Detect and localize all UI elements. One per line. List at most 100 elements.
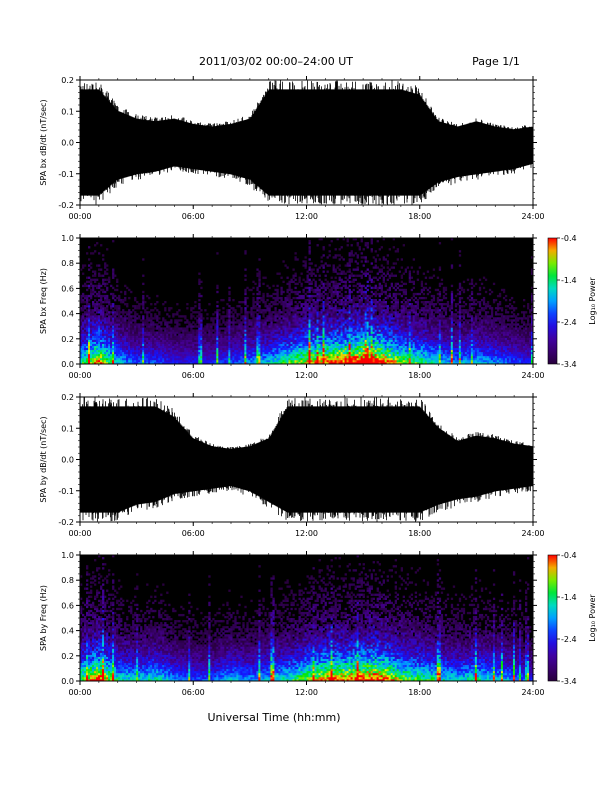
spectrogram-cell — [106, 336, 108, 338]
spectrogram-cell — [355, 350, 357, 352]
spectrogram-cell — [156, 331, 158, 333]
spectrogram-cell — [210, 358, 212, 360]
spectrogram-cell — [309, 334, 311, 336]
spectrogram-cell — [339, 299, 341, 301]
spectrogram-cell — [379, 268, 381, 270]
spectrogram-cell — [162, 336, 164, 338]
spectrogram-cell — [371, 248, 373, 250]
spectrogram-cell — [327, 317, 329, 319]
spectrogram-cell — [359, 291, 361, 293]
spectrogram-cell — [349, 254, 351, 256]
spectrogram-cell — [343, 315, 345, 317]
spectrogram-cell — [309, 331, 311, 333]
spectrogram-cell — [383, 338, 385, 340]
spectrogram-cell — [373, 342, 375, 344]
spectrogram-cell — [337, 254, 339, 256]
spectrogram-cell — [313, 321, 315, 323]
spectrogram-cell — [276, 354, 278, 356]
spectrogram-cell — [347, 350, 349, 352]
spectrogram-cell — [335, 323, 337, 325]
spectrogram-cell — [365, 315, 367, 317]
spectrogram-cell — [298, 301, 300, 303]
spectrogram-cell — [172, 331, 174, 333]
spectrogram-cell — [228, 331, 230, 333]
spectrogram-cell — [126, 350, 128, 352]
spectrogram-cell — [166, 336, 168, 338]
spectrogram-cell — [228, 327, 230, 329]
spectrogram-cell — [367, 360, 369, 362]
spectrogram-cell — [319, 356, 321, 358]
spectrogram-cell — [196, 331, 198, 333]
spectrogram-cell — [309, 297, 311, 299]
spectrogram-cell — [331, 340, 333, 342]
spectrogram-cell — [208, 352, 210, 354]
spectrogram-cell — [325, 262, 327, 264]
spectrogram-cell — [278, 297, 280, 299]
spectrogram-cell — [290, 358, 292, 360]
spectrogram-cell — [339, 307, 341, 309]
spectrogram-cell — [86, 281, 88, 283]
spectrogram-cell — [154, 356, 156, 358]
spectrogram-cell — [266, 309, 268, 311]
spectrogram-cell — [170, 327, 172, 329]
spectrogram-cell — [222, 356, 224, 358]
spectrogram-cell — [375, 358, 377, 360]
spectrogram-cell — [172, 336, 174, 338]
spectrogram-cell — [333, 329, 335, 331]
spectrogram-cell — [134, 329, 136, 331]
spectrogram-cell — [114, 299, 116, 301]
spectrogram-cell — [335, 334, 337, 336]
spectrogram-cell — [102, 319, 104, 321]
spectrogram-cell — [361, 346, 363, 348]
spectrogram-cell — [262, 352, 264, 354]
spectrogram-cell — [232, 346, 234, 348]
spectrogram-cell — [347, 360, 349, 362]
spectrogram-cell — [150, 338, 152, 340]
spectrogram-cell — [258, 346, 260, 348]
spectrogram-cell — [345, 342, 347, 344]
spectrogram-cell — [321, 260, 323, 262]
spectrogram-cell — [98, 303, 100, 305]
spectrogram-cell — [130, 321, 132, 323]
spectrogram-cell — [335, 344, 337, 346]
spectrogram-cell — [280, 325, 282, 327]
spectrogram-cell — [365, 256, 367, 258]
spectrogram-cell — [383, 352, 385, 354]
spectrogram-cell — [367, 354, 369, 356]
spectrogram-cell — [367, 244, 369, 246]
spectrogram-cell — [120, 319, 122, 321]
spectrogram-cell — [162, 350, 164, 352]
spectrogram-cell — [345, 287, 347, 289]
spectrogram-cell — [325, 325, 327, 327]
spectrogram-cell — [182, 336, 184, 338]
spectrogram-cell — [274, 301, 276, 303]
spectrogram-cell — [196, 346, 198, 348]
spectrogram-cell — [331, 297, 333, 299]
spectrogram-cell — [274, 311, 276, 313]
spectrogram-cell — [305, 305, 307, 307]
spectrogram-cell — [98, 319, 100, 321]
spectrogram-cell — [371, 309, 373, 311]
spectrogram-cell — [333, 281, 335, 283]
spectrogram-cell — [337, 321, 339, 323]
spectrogram-cell — [86, 354, 88, 356]
spectrogram-cell — [184, 315, 186, 317]
spectrogram-cell — [359, 325, 361, 327]
spectrogram-cell — [114, 307, 116, 309]
spectrogram-cell — [292, 352, 294, 354]
spectrogram-cell — [124, 291, 126, 293]
spectrogram-cell — [126, 336, 128, 338]
spectrogram-cell — [337, 287, 339, 289]
spectrogram-cell — [164, 319, 166, 321]
spectrogram-cell — [152, 356, 154, 358]
spectrogram-cell — [248, 311, 250, 313]
spectrogram-cell — [100, 344, 102, 346]
spectrogram-cell — [246, 297, 248, 299]
spectrogram-cell — [305, 260, 307, 262]
spectrogram-cell — [112, 287, 114, 289]
spectrogram-cell — [152, 358, 154, 360]
spectrogram-cell — [270, 313, 272, 315]
spectrogram-cell — [274, 354, 276, 356]
spectrogram-cell — [309, 323, 311, 325]
spectrogram-cell — [154, 315, 156, 317]
